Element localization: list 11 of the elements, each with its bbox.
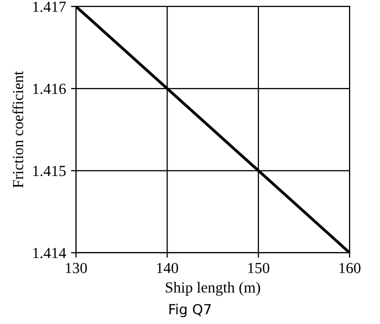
y-tick-label: 1.416 bbox=[33, 84, 66, 94]
y-tick-label: 1.414 bbox=[33, 248, 66, 258]
y-tick-label: 1.415 bbox=[33, 166, 66, 176]
x-tick-label: 130 bbox=[66, 262, 87, 274]
y-tick-label: 1.417 bbox=[33, 2, 66, 12]
x-tick-label: 140 bbox=[157, 262, 178, 274]
y-axis-title: Friction coefficient bbox=[12, 71, 24, 188]
x-axis-title: Ship length (m) bbox=[166, 282, 260, 296]
caption: Fig Q7 bbox=[169, 304, 211, 318]
x-tick-label: 160 bbox=[339, 262, 360, 274]
x-tick-label: 150 bbox=[248, 262, 270, 274]
